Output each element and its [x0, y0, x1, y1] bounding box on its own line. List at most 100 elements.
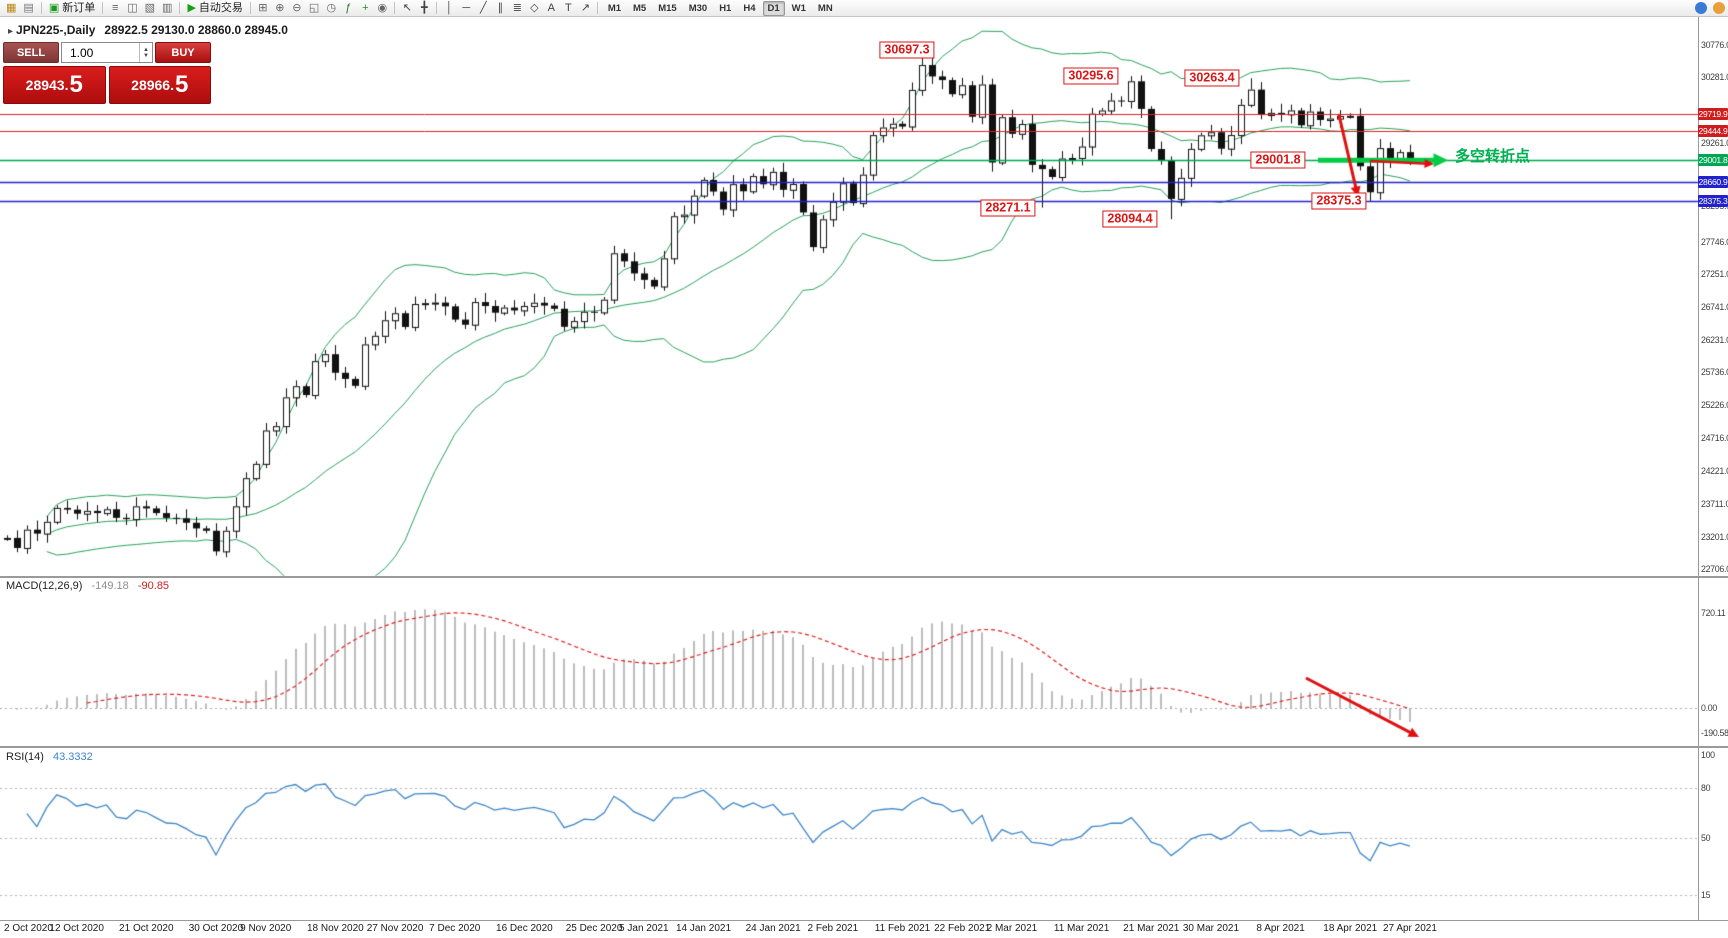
swing-price-label[interactable]: 28094.4 [1102, 210, 1158, 228]
macd-signal-value: -90.85 [137, 580, 170, 592]
market-watch-icon[interactable]: ≡ [107, 1, 123, 16]
data-window-icon[interactable]: ◫ [124, 1, 140, 16]
terminal-icon: ▥ [162, 1, 173, 14]
swing-price-label[interactable]: 30295.6 [1063, 67, 1119, 85]
community-icon[interactable] [1695, 2, 1707, 14]
new-order-button[interactable]: ▣ 新订单 [46, 1, 98, 16]
rsi-axis-label: 50 [1701, 832, 1711, 843]
autotrade-button[interactable]: ▶ 自动交易 [184, 1, 245, 16]
terminal-icon[interactable]: ▥ [159, 1, 175, 16]
swing-price-label[interactable]: 29001.8 [1250, 151, 1306, 169]
volume-spinner[interactable]: ▲ ▼ [139, 43, 152, 62]
horizontal-line-icon[interactable]: ─ [458, 1, 474, 16]
date-axis-label: 27 Nov 2020 [366, 923, 424, 934]
horizontal-line-icon: ─ [462, 1, 471, 14]
vertical-line-icon: │ [445, 1, 453, 14]
zoom-out-icon[interactable]: ⊖ [289, 1, 305, 16]
text-icon[interactable]: A [543, 1, 559, 16]
timeframe-w1[interactable]: W1 [791, 2, 806, 14]
timeframe-h1[interactable]: H1 [719, 2, 732, 14]
timeframe-mn[interactable]: MN [817, 2, 833, 14]
date-axis-label: 2 Feb 2021 [807, 923, 859, 934]
indicators-icon[interactable]: ƒ [340, 1, 356, 16]
text-icon: A [547, 1, 555, 14]
swing-price-label[interactable]: 28271.1 [980, 199, 1036, 217]
crosshair-icon: ╋ [421, 1, 428, 14]
pivot-annotation-text[interactable]: 多空转折点 [1455, 148, 1531, 165]
spinner-down-icon[interactable]: ▼ [143, 52, 149, 59]
new-order-icon: ▣ [48, 1, 60, 14]
price-axis-label: 23711.0 [1701, 498, 1728, 509]
rsi-name: RSI(14) [6, 751, 44, 763]
price-axis-label: 22706.0 [1701, 564, 1728, 574]
macd-axis-label: 0.00 [1701, 703, 1717, 713]
panel-separator-rsi[interactable] [0, 746, 1728, 748]
price-axis-label: 26231.0 [1701, 335, 1728, 346]
price-line-tag[interactable]: 29444.9 [1698, 125, 1728, 138]
alerts-icon[interactable] [1713, 2, 1725, 14]
toolbar-separator [597, 2, 599, 14]
navigator-icon[interactable]: ▧ [142, 1, 158, 16]
periods-icon[interactable]: ◷ [323, 1, 339, 16]
buy-price-button[interactable]: 28966. 5 [108, 66, 211, 104]
zoom-in-icon[interactable]: ⊕ [272, 1, 288, 16]
toolbar: ▦ ▤ ▣ 新订单 ≡ ◫ ▧ ▥ ▶ 自动交易 ⊞ ⊕ ⊖ ◱ ◷ ƒ + ◉ ↖ ╋ │ ─ ╱ ∥ ≣ ◇ A T ↗ M1 M5 M1… [0, 0, 1728, 17]
volume-field[interactable]: ▲▼ [61, 42, 153, 63]
price-line-tag[interactable]: 29001.8 [1698, 154, 1728, 167]
price-axis-label: 27746.0 [1701, 236, 1728, 247]
swing-price-label[interactable]: 28375.3 [1311, 192, 1367, 210]
price-axis-label: 25226.0 [1701, 400, 1728, 411]
grid-icon[interactable]: ⊞ [255, 1, 271, 16]
arrow-tool-icon[interactable]: ↗ [577, 1, 593, 16]
toolbar-separator [394, 2, 396, 14]
volume-input[interactable] [62, 45, 136, 60]
trendline-icon[interactable]: ╱ [475, 1, 491, 16]
macd-label: MACD(12,26,9) -149.18 -90.85 [6, 580, 169, 592]
channel-icon[interactable]: ∥ [492, 1, 508, 16]
templates-icon[interactable]: ◉ [374, 1, 390, 16]
price-line-tag[interactable]: 28660.9 [1698, 176, 1728, 189]
channel-icon: ∥ [497, 1, 504, 14]
fibonacci-icon[interactable]: ≣ [509, 1, 525, 16]
crosshair-icon[interactable]: ╋ [416, 1, 432, 16]
add-indicator-icon[interactable]: + [357, 1, 373, 16]
swing-price-label[interactable]: 30697.3 [879, 41, 935, 59]
buy-button[interactable]: BUY [155, 42, 211, 63]
sell-button[interactable]: SELL [3, 42, 59, 63]
swing-price-label[interactable]: 30263.4 [1184, 69, 1240, 87]
timeframe-m15[interactable]: M15 [658, 2, 677, 14]
macd-axis-label: -190.58 [1701, 728, 1728, 739]
spinner-up-icon[interactable]: ▲ [143, 46, 149, 53]
buy-price-pip: 5 [174, 71, 189, 98]
chart-title: ▸ JPN225-,Daily 28922.5 29130.0 28860.0 28… [8, 23, 288, 37]
new-chart-icon[interactable]: ▦ [3, 1, 19, 16]
timeframe-m30[interactable]: M30 [688, 2, 708, 14]
cursor-icon[interactable]: ↖ [399, 1, 415, 16]
templates-icon: ◉ [377, 1, 388, 14]
price-line-tag[interactable]: 28375.3 [1698, 194, 1728, 207]
buy-price-main: 28966. [131, 77, 174, 93]
timeframe-m1[interactable]: M1 [607, 2, 622, 14]
sell-price-button[interactable]: 28943. 5 [3, 66, 106, 104]
tile-windows-icon: ◱ [308, 1, 320, 14]
timeframe-d1[interactable]: D1 [762, 0, 785, 16]
timeframe-h4[interactable]: H4 [743, 2, 756, 14]
label-icon[interactable]: T [560, 1, 576, 16]
vertical-line-icon[interactable]: │ [441, 1, 457, 16]
date-axis-label: 8 Apr 2021 [1256, 923, 1305, 934]
price-line-tag[interactable]: 29719.9 [1698, 107, 1728, 120]
autotrade-icon: ▶ [187, 1, 196, 14]
macd-axis-label: 720.11 [1701, 608, 1726, 619]
panel-separator-macd[interactable] [0, 576, 1728, 578]
tile-windows-icon[interactable]: ◱ [306, 1, 322, 16]
price-axis-border [1698, 17, 1699, 920]
rsi-axis-label: 80 [1701, 783, 1711, 793]
label-icon: T [564, 1, 572, 14]
timeframe-m5[interactable]: M5 [633, 2, 647, 14]
date-axis-label: 2 Mar 2021 [986, 923, 1038, 934]
profiles-icon[interactable]: ▤ [20, 1, 36, 16]
arrow-tool-icon: ↗ [580, 1, 590, 14]
shapes-icon[interactable]: ◇ [526, 1, 542, 16]
